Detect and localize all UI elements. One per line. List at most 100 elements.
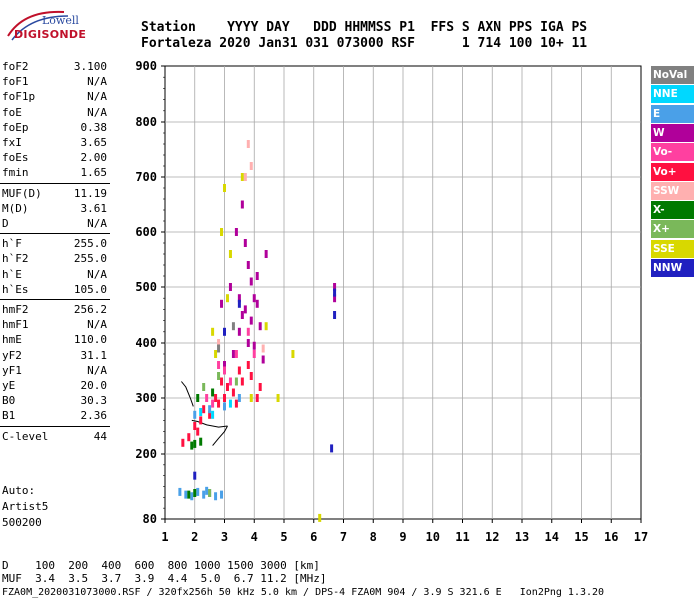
param-row: D N/A bbox=[2, 217, 107, 233]
data-point bbox=[184, 490, 188, 499]
param-key: M(D) bbox=[2, 201, 29, 215]
data-point bbox=[193, 489, 197, 497]
data-point bbox=[208, 410, 212, 419]
data-point bbox=[190, 441, 194, 450]
param-value: 30.3 bbox=[80, 394, 108, 408]
data-point bbox=[217, 344, 221, 353]
data-point bbox=[220, 299, 224, 308]
data-point bbox=[264, 322, 268, 331]
data-point bbox=[214, 394, 218, 402]
legend-item: NNW bbox=[651, 259, 694, 277]
param-row: foE N/A bbox=[2, 106, 107, 122]
param-row: h`F 255.0 bbox=[2, 237, 107, 253]
data-point bbox=[258, 383, 262, 391]
legend-item: Vo- bbox=[651, 143, 694, 162]
param-key: fxI bbox=[2, 136, 22, 149]
data-point bbox=[333, 294, 337, 303]
data-point bbox=[225, 383, 229, 391]
legend-item: X- bbox=[651, 201, 694, 220]
data-point bbox=[214, 350, 218, 358]
data-point bbox=[246, 327, 250, 336]
param-value: N/A bbox=[87, 90, 107, 104]
data-point bbox=[249, 372, 253, 380]
data-point bbox=[214, 492, 218, 501]
data-point bbox=[205, 394, 209, 402]
y-tick-label: 400 bbox=[135, 336, 157, 350]
param-value: N/A bbox=[87, 217, 107, 230]
x-tick-label: 17 bbox=[634, 530, 648, 544]
data-point bbox=[211, 327, 215, 336]
autoscaler-version: 500200 bbox=[2, 516, 42, 529]
param-key: foEs bbox=[2, 151, 29, 165]
x-tick-label: 8 bbox=[370, 530, 377, 544]
data-point bbox=[240, 173, 244, 181]
data-point bbox=[318, 513, 322, 522]
param-key: yF1 bbox=[2, 363, 22, 377]
data-point bbox=[217, 361, 221, 369]
param-value: N/A bbox=[87, 75, 107, 89]
data-point bbox=[193, 422, 197, 430]
param-separator bbox=[0, 233, 110, 235]
data-point bbox=[261, 355, 265, 364]
param-value: 105.0 bbox=[73, 282, 107, 296]
param-row: foEp 0.38 bbox=[2, 121, 107, 137]
data-point bbox=[199, 416, 203, 425]
data-point bbox=[234, 399, 238, 408]
data-point bbox=[261, 344, 265, 353]
param-row: yF2 31.1 bbox=[2, 349, 107, 365]
param-key: h`Es bbox=[2, 282, 29, 296]
data-point bbox=[217, 339, 221, 347]
param-key: MUF(D) bbox=[2, 186, 42, 200]
chart-points bbox=[178, 140, 337, 522]
data-point bbox=[225, 294, 229, 303]
param-value: 3.61 bbox=[80, 201, 108, 215]
data-point bbox=[333, 288, 337, 297]
data-point bbox=[243, 305, 247, 314]
param-row: foF1 N/A bbox=[2, 75, 107, 91]
param-key: foF2 bbox=[2, 60, 29, 73]
data-point bbox=[237, 394, 241, 402]
digisonde-logo: Lowell DIGISONDE bbox=[4, 6, 87, 46]
header-values: Fortaleza 2020 Jan31 031 073000 RSF 1 71… bbox=[141, 36, 588, 51]
param-key: B1 bbox=[2, 409, 16, 423]
y-tick-label: 900 bbox=[135, 59, 157, 73]
param-row: h`F2 255.0 bbox=[2, 252, 107, 268]
data-point bbox=[228, 283, 232, 291]
y-tick-label: 700 bbox=[135, 170, 157, 184]
legend-item: Vo+ bbox=[651, 162, 694, 181]
y-tick-label: 800 bbox=[135, 115, 157, 129]
param-key: fmin bbox=[2, 166, 29, 180]
data-point bbox=[193, 471, 197, 480]
y-tick-label: 600 bbox=[135, 225, 157, 239]
logo-digisonde: DIGISONDE bbox=[14, 28, 87, 41]
data-point bbox=[217, 372, 221, 380]
param-key: h`F bbox=[2, 237, 22, 251]
x-tick-label: 13 bbox=[515, 530, 529, 544]
param-key: foF1 bbox=[2, 75, 29, 89]
param-row: yF1 N/A bbox=[2, 364, 107, 380]
param-value: 1.65 bbox=[80, 166, 108, 180]
data-point bbox=[252, 350, 256, 358]
data-point bbox=[243, 173, 247, 181]
data-point bbox=[234, 350, 238, 358]
param-value: 255.0 bbox=[73, 237, 107, 251]
param-row: yE 20.0 bbox=[2, 379, 107, 395]
data-point bbox=[264, 250, 268, 258]
data-point bbox=[252, 294, 256, 303]
data-point bbox=[237, 366, 241, 375]
data-point bbox=[255, 394, 259, 402]
y-tick-label: 200 bbox=[135, 447, 157, 461]
legend-item: NoVal bbox=[651, 66, 694, 84]
x-tick-label: 9 bbox=[399, 530, 406, 544]
data-point bbox=[202, 490, 206, 499]
data-point bbox=[246, 361, 250, 369]
x-tick-label: 15 bbox=[574, 530, 588, 544]
param-key: hmF1 bbox=[2, 318, 29, 332]
legend-item: NNE bbox=[651, 85, 694, 104]
param-value: 20.0 bbox=[80, 379, 108, 392]
param-row: fxI 3.65 bbox=[2, 136, 107, 152]
trace-line bbox=[212, 425, 228, 446]
legend-item: X+ bbox=[651, 220, 694, 239]
data-point bbox=[240, 200, 244, 209]
